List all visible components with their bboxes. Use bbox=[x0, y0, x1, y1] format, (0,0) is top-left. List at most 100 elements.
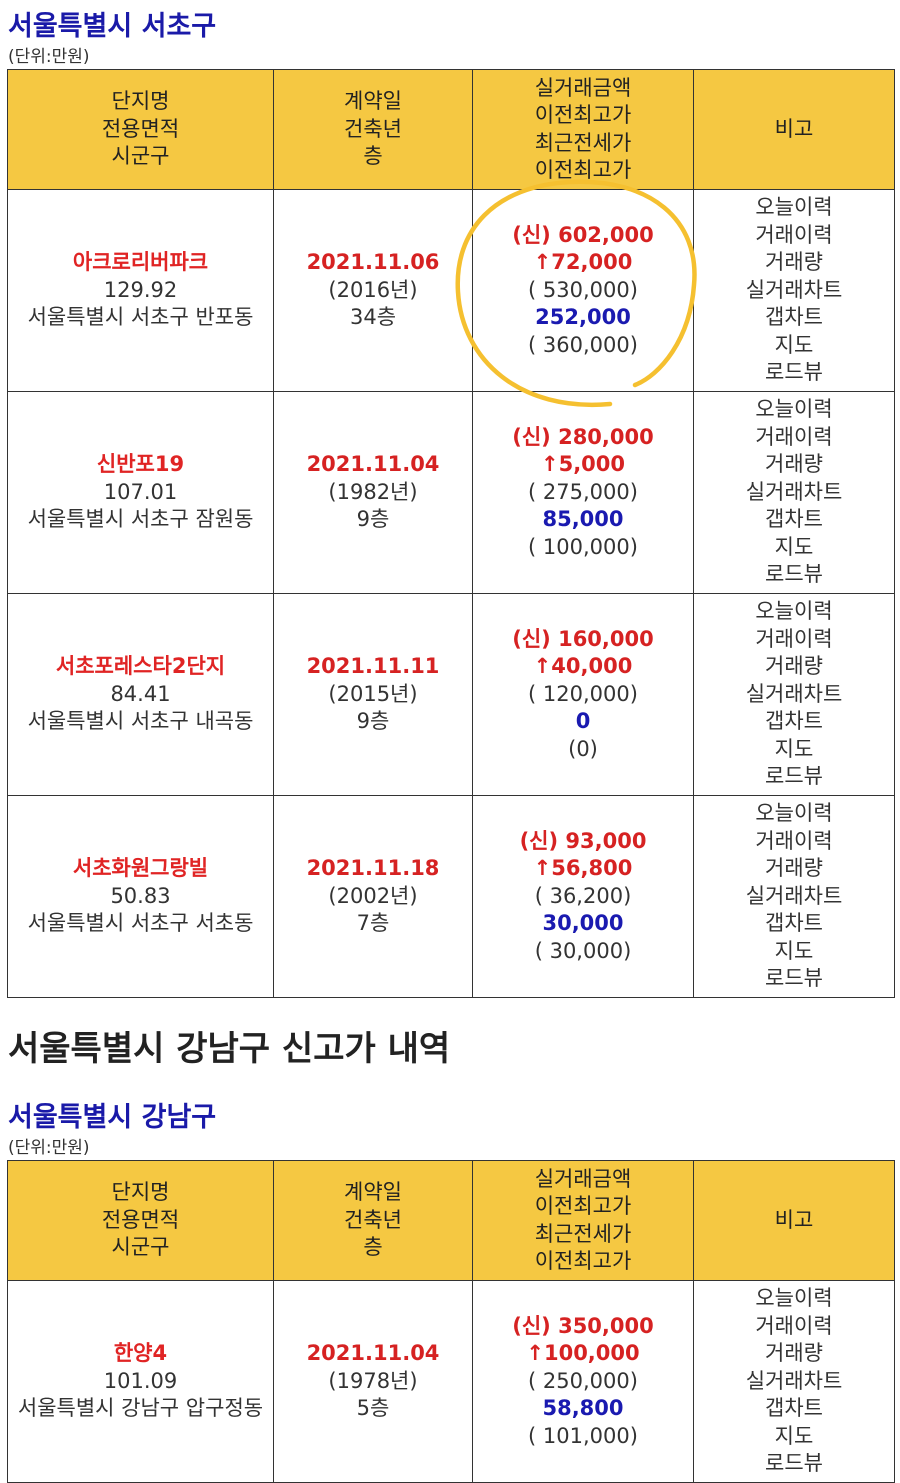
complex-name-link[interactable]: 아크로리버파크 bbox=[72, 250, 209, 275]
previous-high: ( 36,200) bbox=[534, 883, 632, 908]
unit-label: (단위:만원) bbox=[8, 1138, 90, 1158]
built-year: (1978년) bbox=[328, 1368, 418, 1393]
trade-volume-link[interactable]: 거래량 bbox=[765, 452, 823, 477]
price-chart-link[interactable]: 실거래차트 bbox=[745, 479, 843, 504]
header-price: 실거래금액 이전최고가 최근전세가 이전최고가 bbox=[472, 1160, 694, 1281]
lease-price: 0 bbox=[575, 709, 591, 734]
header-price: 실거래금액 이전최고가 최근전세가 이전최고가 bbox=[472, 69, 694, 190]
notes-cell: 오늘이력 거래이력 거래량 실거래차트 갭차트 지도 로드뷰 bbox=[693, 1280, 895, 1483]
today-history-link[interactable]: 오늘이력 bbox=[755, 397, 833, 422]
today-history-link[interactable]: 오늘이력 bbox=[755, 195, 833, 220]
lease-previous-high: ( 100,000) bbox=[528, 534, 638, 559]
contract-cell: 2021.11.11 (2015년) 9층 bbox=[273, 593, 473, 796]
complex-name-link[interactable]: 한양4 bbox=[113, 1341, 168, 1366]
area: 101.09 bbox=[103, 1368, 178, 1393]
price-chart-link[interactable]: 실거래차트 bbox=[745, 1368, 843, 1393]
section-title-gangnam: 서울특별시 강남구 bbox=[8, 1102, 217, 1133]
floor: 7층 bbox=[356, 911, 390, 936]
location: 서울특별시 서초구 내곡동 bbox=[27, 709, 254, 734]
lease-previous-high: ( 101,000) bbox=[528, 1423, 638, 1448]
complex-name-link[interactable]: 서초화원그랑빌 bbox=[72, 856, 209, 881]
complex-cell: 신반포19 107.01 서울특별시 서초구 잠원동 bbox=[7, 391, 274, 594]
roadview-link[interactable]: 로드뷰 bbox=[765, 562, 823, 587]
map-link[interactable]: 지도 bbox=[774, 332, 814, 357]
notes-cell: 오늘이력 거래이력 거래량 실거래차트 갭차트 지도 로드뷰 bbox=[693, 795, 895, 998]
notes-cell: 오늘이력 거래이력 거래량 실거래차트 갭차트 지도 로드뷰 bbox=[693, 593, 895, 796]
gap-chart-link[interactable]: 갭차트 bbox=[765, 709, 823, 734]
area: 107.01 bbox=[103, 479, 178, 504]
map-link[interactable]: 지도 bbox=[774, 938, 814, 963]
table-row: 한양4 101.09 서울특별시 강남구 압구정동 2021.11.04 (19… bbox=[7, 1280, 895, 1483]
trade-history-link[interactable]: 거래이력 bbox=[755, 828, 833, 853]
gap-chart-link[interactable]: 갭차트 bbox=[765, 305, 823, 330]
trade-history-link[interactable]: 거래이력 bbox=[755, 424, 833, 449]
deal-table-gangnam: 단지명 전용면적 시군구 계약일 건축년 층 실거래금액 이전최고가 최근전세가… bbox=[7, 1160, 895, 1483]
contract-date: 2021.11.18 bbox=[306, 856, 440, 881]
complex-cell: 서초포레스타2단지 84.41 서울특별시 서초구 내곡동 bbox=[7, 593, 274, 796]
location: 서울특별시 서초구 서초동 bbox=[27, 911, 254, 936]
contract-date: 2021.11.04 bbox=[306, 452, 440, 477]
floor: 9층 bbox=[356, 507, 390, 532]
gap-chart-link[interactable]: 갭차트 bbox=[765, 507, 823, 532]
price-chart-link[interactable]: 실거래차트 bbox=[745, 883, 843, 908]
trade-history-link[interactable]: 거래이력 bbox=[755, 626, 833, 651]
gap-chart-link[interactable]: 갭차트 bbox=[765, 1396, 823, 1421]
roadview-link[interactable]: 로드뷰 bbox=[765, 1451, 823, 1476]
price-cell: (신) 160,000 ↑40,000 ( 120,000) 0 (0) bbox=[472, 593, 694, 796]
trade-volume-link[interactable]: 거래량 bbox=[765, 856, 823, 881]
lease-price: 252,000 bbox=[535, 305, 631, 330]
table-row: 서초포레스타2단지 84.41 서울특별시 서초구 내곡동 2021.11.11… bbox=[7, 593, 895, 796]
trade-volume-link[interactable]: 거래량 bbox=[765, 654, 823, 679]
location: 서울특별시 서초구 반포동 bbox=[27, 305, 254, 330]
roadview-link[interactable]: 로드뷰 bbox=[765, 966, 823, 991]
header-complex: 단지명 전용면적 시군구 bbox=[7, 69, 274, 190]
lease-previous-high: ( 30,000) bbox=[534, 938, 632, 963]
lease-price: 30,000 bbox=[542, 911, 624, 936]
table-row: 서초화원그랑빌 50.83 서울특별시 서초구 서초동 2021.11.18 (… bbox=[7, 795, 895, 998]
notes-cell: 오늘이력 거래이력 거래량 실거래차트 갭차트 지도 로드뷰 bbox=[693, 391, 895, 594]
roadview-link[interactable]: 로드뷰 bbox=[765, 764, 823, 789]
contract-date: 2021.11.11 bbox=[306, 654, 440, 679]
previous-high: ( 250,000) bbox=[528, 1368, 638, 1393]
previous-high: ( 530,000) bbox=[528, 277, 638, 302]
trade-volume-link[interactable]: 거래량 bbox=[765, 250, 823, 275]
map-link[interactable]: 지도 bbox=[774, 534, 814, 559]
contract-date: 2021.11.04 bbox=[306, 1341, 440, 1366]
header-contract: 계약일 건축년 층 bbox=[273, 69, 473, 190]
complex-name-link[interactable]: 신반포19 bbox=[96, 452, 185, 477]
deal-price: (신) 160,000 bbox=[512, 626, 654, 651]
area: 129.92 bbox=[103, 277, 178, 302]
price-cell: (신) 280,000 ↑5,000 ( 275,000) 85,000 ( 1… bbox=[472, 391, 694, 594]
built-year: (2016년) bbox=[328, 277, 418, 302]
header-notes: 비고 bbox=[693, 69, 895, 190]
trade-history-link[interactable]: 거래이력 bbox=[755, 222, 833, 247]
today-history-link[interactable]: 오늘이력 bbox=[755, 801, 833, 826]
price-cell: (신) 93,000 ↑56,800 ( 36,200) 30,000 ( 30… bbox=[472, 795, 694, 998]
location: 서울특별시 강남구 압구정동 bbox=[17, 1396, 264, 1421]
trade-volume-link[interactable]: 거래량 bbox=[765, 1341, 823, 1366]
notes-cell: 오늘이력 거래이력 거래량 실거래차트 갭차트 지도 로드뷰 bbox=[693, 189, 895, 392]
previous-high: ( 275,000) bbox=[528, 479, 638, 504]
page-heading-gangnam: 서울특별시 강남구 신고가 내역 bbox=[8, 1029, 451, 1069]
complex-name-link[interactable]: 서초포레스타2단지 bbox=[55, 654, 226, 679]
price-chart-link[interactable]: 실거래차트 bbox=[745, 277, 843, 302]
roadview-link[interactable]: 로드뷰 bbox=[765, 360, 823, 385]
price-increase: ↑56,800 bbox=[533, 856, 633, 881]
lease-previous-high: (0) bbox=[568, 736, 598, 761]
map-link[interactable]: 지도 bbox=[774, 736, 814, 761]
gap-chart-link[interactable]: 갭차트 bbox=[765, 911, 823, 936]
contract-cell: 2021.11.06 (2016년) 34층 bbox=[273, 189, 473, 392]
price-increase: ↑72,000 bbox=[533, 250, 633, 275]
price-chart-link[interactable]: 실거래차트 bbox=[745, 681, 843, 706]
today-history-link[interactable]: 오늘이력 bbox=[755, 1286, 833, 1311]
map-link[interactable]: 지도 bbox=[774, 1423, 814, 1448]
today-history-link[interactable]: 오늘이력 bbox=[755, 599, 833, 624]
area: 84.41 bbox=[110, 681, 171, 706]
built-year: (2002년) bbox=[328, 883, 418, 908]
trade-history-link[interactable]: 거래이력 bbox=[755, 1313, 833, 1338]
floor: 5층 bbox=[356, 1396, 390, 1421]
header-complex: 단지명 전용면적 시군구 bbox=[7, 1160, 274, 1281]
lease-price: 85,000 bbox=[542, 507, 624, 532]
table-header-row: 단지명 전용면적 시군구 계약일 건축년 층 실거래금액 이전최고가 최근전세가… bbox=[7, 1160, 895, 1281]
header-contract: 계약일 건축년 층 bbox=[273, 1160, 473, 1281]
